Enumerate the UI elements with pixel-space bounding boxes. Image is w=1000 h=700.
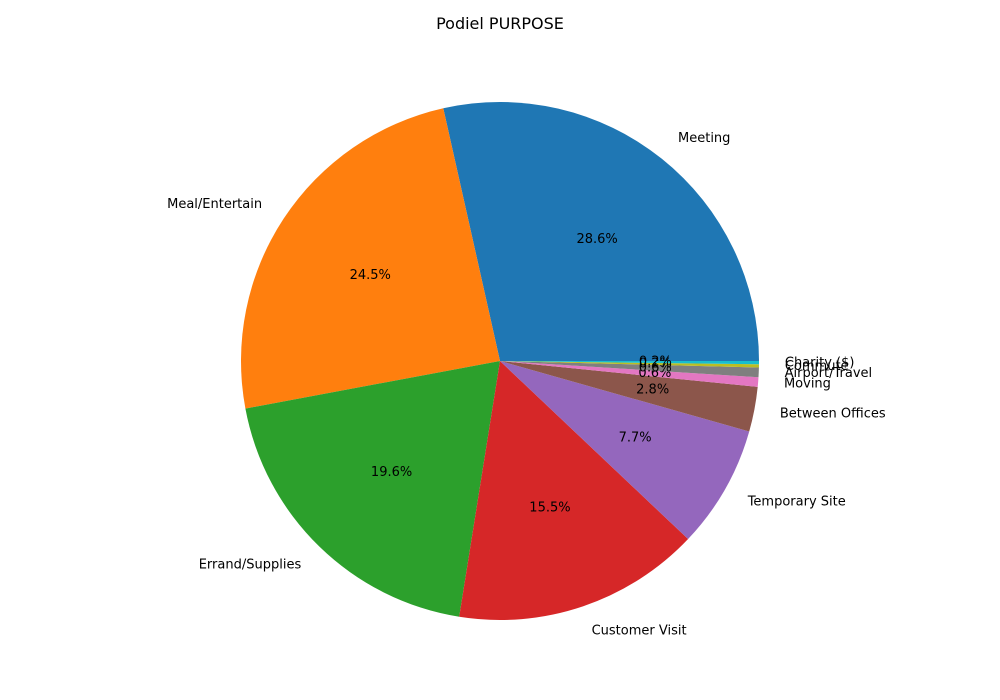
- slice-percent-label: 15.5%: [529, 501, 570, 516]
- pie-slice-charity: [500, 361, 759, 365]
- slice-category-label: Meal/Entertain: [167, 197, 262, 212]
- slice-category-label: Charity ($): [785, 355, 855, 370]
- pie-slice-commute: [500, 361, 759, 368]
- slice-percent-label: 24.5%: [350, 268, 391, 283]
- pie-slice-moving: [500, 361, 759, 387]
- slice-percent-label: 19.6%: [371, 465, 412, 480]
- slice-category-label: Between Offices: [780, 407, 886, 422]
- pie-slice-meeting: [443, 102, 759, 362]
- slice-category-label: Temporary Site: [747, 494, 846, 509]
- slice-percent-label: 28.6%: [576, 232, 617, 247]
- slice-percent-label: 7.7%: [619, 430, 652, 445]
- slice-category-label: Airport/Travel: [785, 366, 873, 381]
- pie-slice-between-offices: [500, 361, 758, 432]
- pie-slice-temporary-site: [500, 361, 750, 540]
- slice-category-label: Meeting: [678, 131, 730, 146]
- chart-title: Podiel PURPOSE: [436, 14, 564, 33]
- slice-category-label: Moving: [784, 377, 831, 392]
- pie-slice-meal-entertain: [240, 108, 500, 409]
- slice-percent-label: 2.8%: [636, 383, 669, 398]
- slice-category-label: Errand/Supplies: [199, 558, 302, 573]
- pie-slice-airport-travel: [500, 361, 759, 378]
- slice-percent-label: 0.2%: [639, 354, 672, 369]
- slice-category-label: Customer Visit: [592, 623, 687, 638]
- slice-category-label: Commute: [785, 359, 849, 374]
- pie-slice-errand-supplies: [245, 361, 500, 617]
- pie-slice-customer-visit: [459, 361, 689, 620]
- slice-percent-label: 0.2%: [639, 356, 672, 371]
